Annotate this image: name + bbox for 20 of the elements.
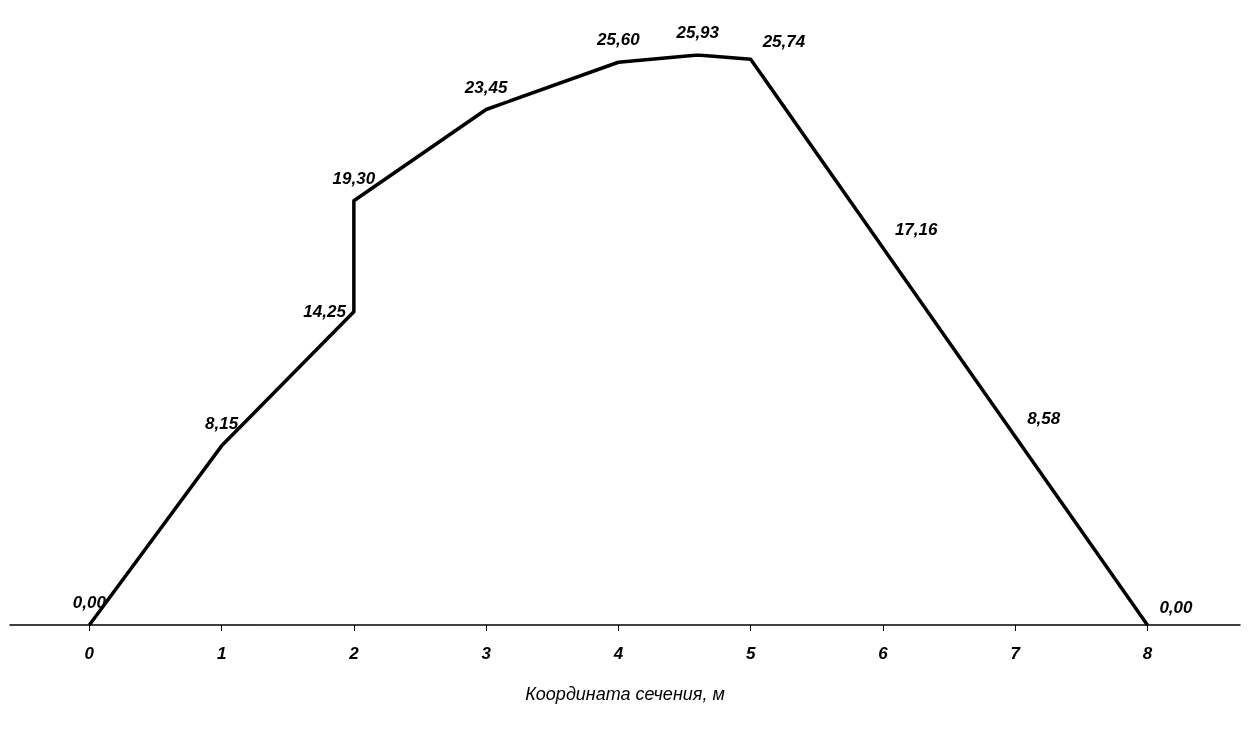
data-label: 17,16: [894, 220, 938, 240]
x-tick-label: 5: [745, 644, 756, 663]
x-tick-label: 7: [1010, 644, 1022, 663]
data-label: 8,58: [1027, 408, 1061, 428]
data-label: 0,00: [1159, 597, 1194, 617]
data-label: 23,45: [463, 77, 508, 97]
x-tick-label: 2: [348, 644, 360, 663]
x-tick-label: 6: [878, 644, 889, 663]
data-label: 8,15: [205, 413, 239, 433]
x-tick-label: 8: [1142, 644, 1153, 663]
data-label: 14,25: [303, 302, 347, 322]
x-axis-title: Координата сечения, м: [525, 684, 725, 704]
x-tick-label: 4: [612, 644, 624, 663]
data-label: 25,60: [596, 30, 641, 50]
data-label: 25,93: [675, 23, 720, 42]
data-label: 19,30: [332, 168, 376, 188]
x-tick-label: 0: [84, 644, 95, 663]
data-label: 25,74: [761, 31, 806, 51]
x-tick-label: 3: [481, 644, 492, 663]
x-tick-label: 1: [216, 644, 227, 663]
